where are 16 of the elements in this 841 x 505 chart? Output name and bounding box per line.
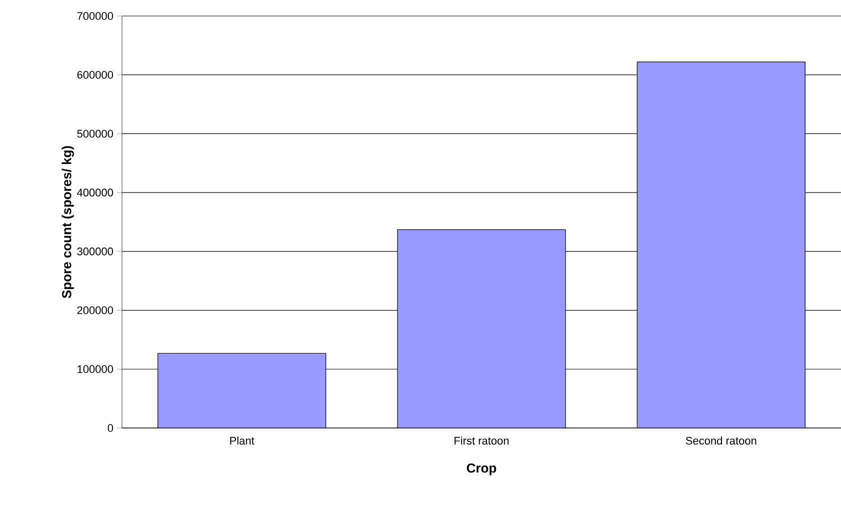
- y-tick-label: 400000: [77, 188, 114, 196]
- bar: [397, 229, 566, 428]
- x-tick-label: Second ratoon: [686, 436, 756, 445]
- y-tick-label: 500000: [77, 130, 114, 138]
- y-tick-label: 200000: [77, 306, 114, 314]
- x-tick-label: Plant: [230, 436, 254, 445]
- y-tick-label: 700000: [77, 12, 114, 20]
- y-tick-label: 600000: [77, 70, 114, 79]
- y-axis-title: Spore count (spores/ kg): [62, 146, 74, 298]
- x-tick-label: First ratoon: [454, 436, 509, 445]
- bar: [158, 352, 326, 428]
- x-axis-title: Crop: [466, 463, 496, 476]
- y-tick-label: 100000: [78, 365, 114, 374]
- bar: [636, 62, 806, 428]
- y-tick-label: 300000: [77, 248, 114, 256]
- y-tick-label: 0: [108, 424, 114, 432]
